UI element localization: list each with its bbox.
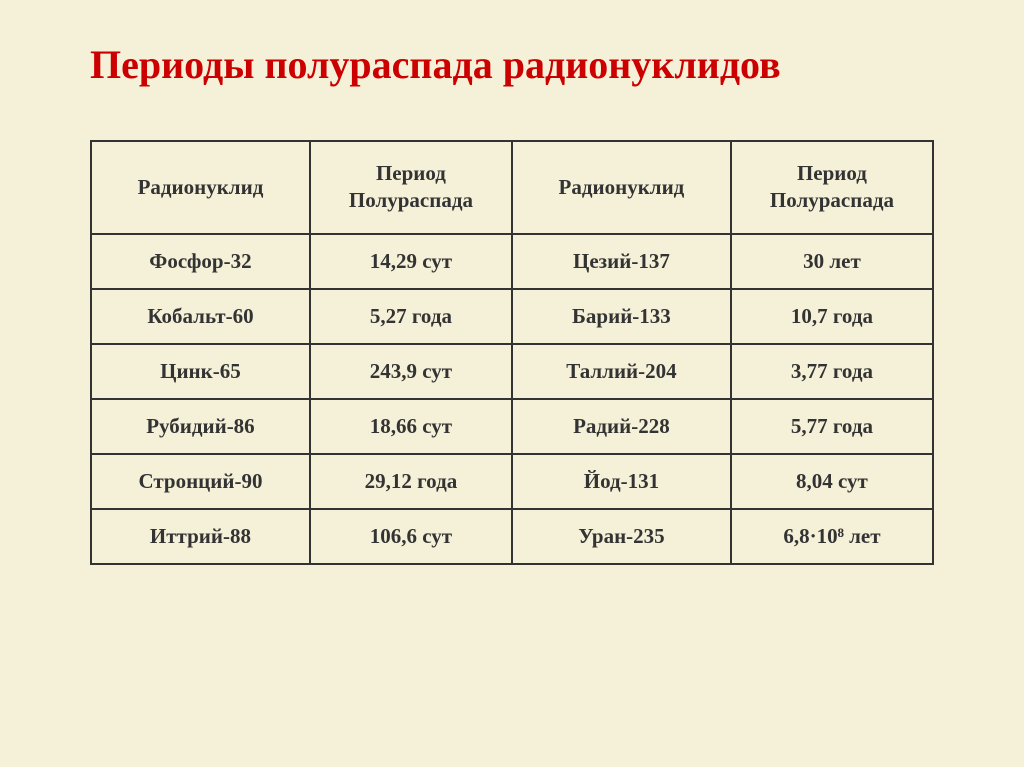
cell-nuclide: Уран-235 <box>512 509 731 564</box>
cell-halflife: 10,7 года <box>731 289 933 344</box>
cell-halflife: 106,6 сут <box>310 509 512 564</box>
table-row: Стронций-90 29,12 года Йод-131 8,04 сут <box>91 454 933 509</box>
cell-nuclide: Таллий-204 <box>512 344 731 399</box>
cell-nuclide: Стронций-90 <box>91 454 310 509</box>
cell-halflife: 5,27 года <box>310 289 512 344</box>
cell-nuclide: Цезий-137 <box>512 234 731 289</box>
table-row: Цинк-65 243,9 сут Таллий-204 3,77 года <box>91 344 933 399</box>
header-nuclide-1: Радионуклид <box>91 141 310 234</box>
table-row: Рубидий-86 18,66 сут Радий-228 5,77 года <box>91 399 933 454</box>
halflife-table: Радионуклид Период Полураспада Радионукл… <box>90 140 934 565</box>
cell-nuclide: Фосфор-32 <box>91 234 310 289</box>
cell-halflife: 29,12 года <box>310 454 512 509</box>
cell-nuclide: Радий-228 <box>512 399 731 454</box>
header-nuclide-2: Радионуклид <box>512 141 731 234</box>
cell-halflife: 5,77 года <box>731 399 933 454</box>
table-row: Фосфор-32 14,29 сут Цезий-137 30 лет <box>91 234 933 289</box>
cell-halflife: 8,04 сут <box>731 454 933 509</box>
cell-halflife: 243,9 сут <box>310 344 512 399</box>
cell-halflife: 30 лет <box>731 234 933 289</box>
cell-halflife: 18,66 сут <box>310 399 512 454</box>
slide-title: Периоды полураспада радионуклидов <box>90 40 934 90</box>
slide-container: Периоды полураспада радионуклидов Радион… <box>0 0 1024 767</box>
table-row: Кобальт-60 5,27 года Барий-133 10,7 года <box>91 289 933 344</box>
cell-nuclide: Рубидий-86 <box>91 399 310 454</box>
cell-halflife: 3,77 года <box>731 344 933 399</box>
table-container: Радионуклид Период Полураспада Радионукл… <box>90 140 934 565</box>
cell-nuclide: Цинк-65 <box>91 344 310 399</box>
cell-halflife: 6,8·10⁸ лет <box>731 509 933 564</box>
cell-nuclide: Иттрий-88 <box>91 509 310 564</box>
cell-halflife: 14,29 сут <box>310 234 512 289</box>
cell-nuclide: Йод-131 <box>512 454 731 509</box>
table-header-row: Радионуклид Период Полураспада Радионукл… <box>91 141 933 234</box>
cell-nuclide: Барий-133 <box>512 289 731 344</box>
header-halflife-2: Период Полураспада <box>731 141 933 234</box>
table-row: Иттрий-88 106,6 сут Уран-235 6,8·10⁸ лет <box>91 509 933 564</box>
cell-nuclide: Кобальт-60 <box>91 289 310 344</box>
header-halflife-1: Период Полураспада <box>310 141 512 234</box>
